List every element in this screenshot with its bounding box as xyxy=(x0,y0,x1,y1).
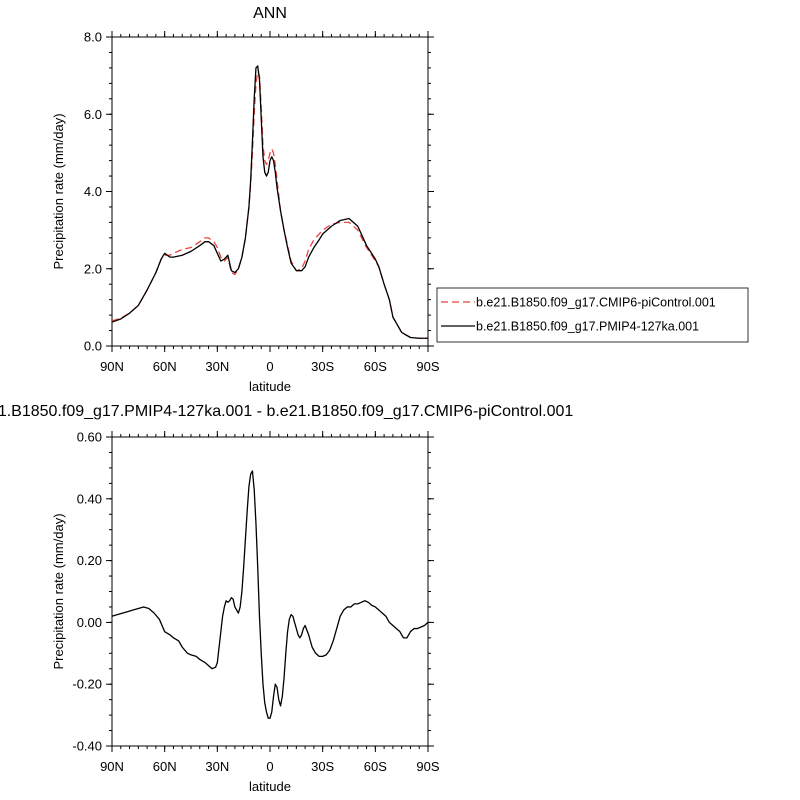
top-chart-title: ANN xyxy=(253,5,287,22)
bottom-x-tick-label: 30S xyxy=(311,759,334,774)
legend-entry-label: b.e21.B1850.f09_g17.CMIP6-piControl.001 xyxy=(476,296,716,310)
top-y-tick-label: 4.0 xyxy=(84,184,102,199)
top-x-tick-label: 60S xyxy=(364,359,387,374)
bottom-series-line-1 xyxy=(112,470,428,719)
top-y-tick-label: 8.0 xyxy=(84,30,102,45)
top-y-axis-label: Precipitation rate (mm/day) xyxy=(51,113,66,269)
top-x-tick-label: 60N xyxy=(153,359,177,374)
bottom-y-tick-label: 0.60 xyxy=(77,430,102,445)
legend-box xyxy=(436,287,749,343)
bottom-x-tick-label: 60N xyxy=(153,759,177,774)
top-y-tick-label: 2.0 xyxy=(84,261,102,276)
bottom-y-tick-label: 0.20 xyxy=(77,553,102,568)
bottom-y-tick-label: -0.20 xyxy=(72,677,102,692)
legend-entry-label: b.e21.B1850.f09_g17.PMIP4-127ka.001 xyxy=(476,320,699,334)
bottom-y-tick-label: 0.00 xyxy=(77,615,102,630)
bottom-x-tick-label: 0 xyxy=(266,759,273,774)
top-panel: ANN 90N 60N 30N 0 30S 60S 90S 0.0 2.0 4.0 6.0 8.0 lat… xyxy=(51,5,440,394)
top-x-tick-label: 0 xyxy=(266,359,273,374)
bottom-x-tick-label: 60S xyxy=(364,759,387,774)
bottom-x-tick-label: 90N xyxy=(100,759,124,774)
bottom-y-tick-label: -0.40 xyxy=(72,739,102,754)
top-x-tick-label: 90S xyxy=(416,359,439,374)
bottom-y-tick-label: 0.40 xyxy=(77,491,102,506)
top-plot-frame xyxy=(111,36,429,347)
bottom-plot-frame xyxy=(111,436,429,747)
top-y-tick-label: 0.0 xyxy=(84,339,102,354)
top-x-axis-label: latitude xyxy=(249,379,291,394)
top-series-line-2 xyxy=(112,65,428,339)
bottom-x-tick-label: 90S xyxy=(416,759,439,774)
bottom-x-axis-label: latitude xyxy=(249,779,291,794)
top-y-tick-label: 6.0 xyxy=(84,107,102,122)
legend: b.e21.B1850.f09_g17.CMIP6-piControl.001b… xyxy=(436,287,749,343)
top-series-line-1 xyxy=(112,71,428,339)
top-x-tick-label: 90N xyxy=(100,359,124,374)
bottom-y-axis-label: Precipitation rate (mm/day) xyxy=(51,513,66,669)
top-x-tick-label: 30S xyxy=(311,359,334,374)
bottom-panel: b.e21.B1850.f09_g17.PMIP4-127ka.001 - b.… xyxy=(0,403,573,794)
bottom-x-tick-label: 30N xyxy=(205,759,229,774)
top-x-tick-label: 30N xyxy=(205,359,229,374)
bottom-chart-title: b.e21.B1850.f09_g17.PMIP4-127ka.001 - b.… xyxy=(0,403,573,420)
